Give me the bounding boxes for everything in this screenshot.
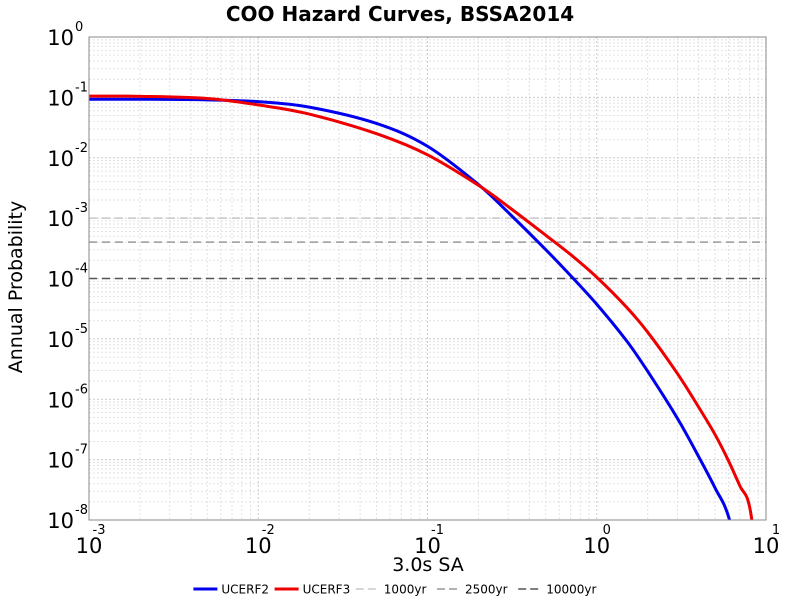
legend-label-2500yr: 2500yr (465, 583, 508, 597)
y-tick-exponent: -1 (75, 80, 88, 95)
x-tick-exponent: -2 (262, 523, 275, 538)
reference-lines (89, 217, 766, 280)
legend-label-10000yr: 10000yr (546, 583, 596, 597)
y-tick-label: 10 (47, 207, 74, 231)
y-tick-label: 10 (47, 509, 74, 533)
y-tick-exponent: -7 (75, 443, 88, 458)
y-tick-label: 10 (47, 147, 74, 171)
y-tick-label: 10 (47, 86, 74, 110)
x-tick-exponent: -3 (93, 523, 106, 538)
y-tick-exponent: -5 (75, 322, 88, 337)
x-tick-label: 10 (414, 534, 441, 558)
x-tick-label: 10 (245, 534, 272, 558)
plot-frame (88, 36, 767, 521)
x-axis-label: 3.0s SA (392, 554, 464, 576)
y-tick-exponent: -3 (75, 201, 88, 216)
y-axis-label: Annual Probability (5, 201, 27, 374)
legend-label-1000yr: 1000yr (384, 583, 427, 597)
y-tick-label: 10 (47, 449, 74, 473)
legend-label-UCERF3: UCERF3 (303, 583, 351, 597)
x-tick-label: 10 (583, 534, 610, 558)
y-tick-exponent: 0 (75, 20, 83, 35)
y-tick-exponent: -2 (75, 141, 88, 156)
chart-title: COO Hazard Curves, BSSA2014 (226, 2, 574, 26)
x-tick-label: 10 (76, 534, 103, 558)
series-lines (89, 94, 754, 520)
y-tick-exponent: -4 (75, 262, 88, 277)
series-line-UCERF3 (89, 94, 754, 520)
y-tick-label: 10 (47, 268, 74, 292)
x-tick-label: 10 (753, 534, 780, 558)
y-tick-exponent: -8 (75, 503, 88, 518)
y-tick-label: 10 (47, 26, 74, 50)
x-tick-exponent: 1 (772, 523, 780, 538)
y-tick-exponent: -6 (75, 382, 88, 397)
series-line-UCERF2 (89, 97, 732, 520)
x-tick-exponent: -1 (431, 523, 444, 538)
legend: UCERF2 UCERF3 1000yr 2500yr 10000yr (193, 583, 596, 597)
legend-label-UCERF2: UCERF2 (221, 583, 269, 597)
y-tick-label: 10 (47, 328, 74, 352)
y-tick-label: 10 (47, 388, 74, 412)
x-tick-exponent: 0 (603, 523, 611, 538)
